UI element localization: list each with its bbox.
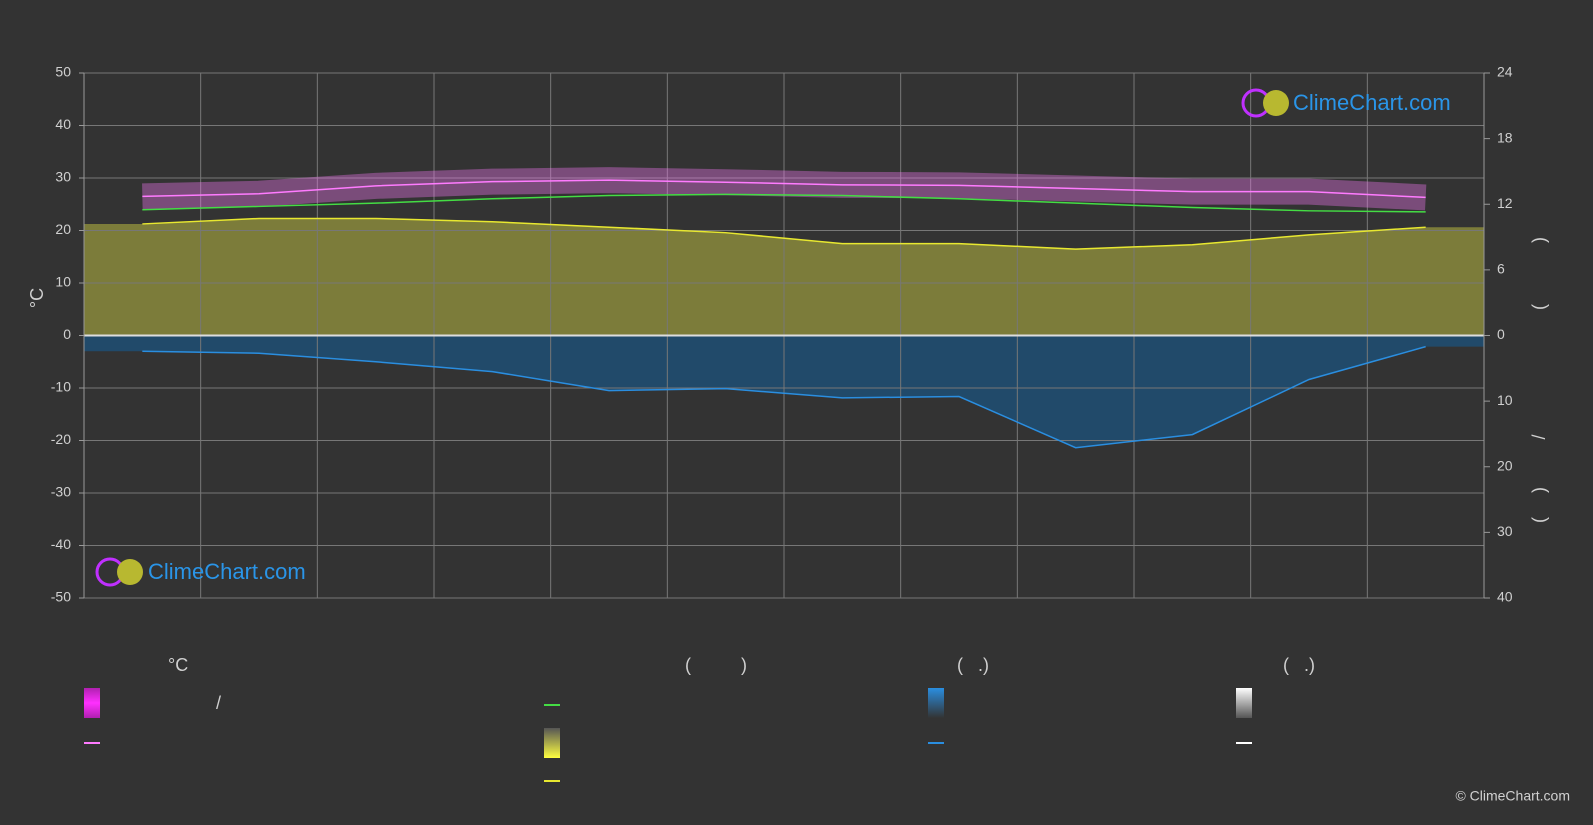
y2-axis-label: ) — [1529, 237, 1549, 243]
y-tick-label: 50 — [55, 64, 71, 80]
y-tick-label: 10 — [55, 274, 71, 290]
y-tick-label: -10 — [51, 379, 71, 395]
y2-tick-label: 12 — [1497, 195, 1513, 211]
line — [142, 193, 1426, 213]
y-tick-label: 20 — [55, 221, 71, 237]
y2-axis-label: ( — [1529, 304, 1549, 310]
y2-tick-label: 0 — [1497, 326, 1505, 342]
y2-axis-label: ) — [1529, 487, 1549, 493]
legend-swatch — [84, 688, 100, 718]
logo-top: ClimeChart.com — [1241, 88, 1451, 118]
y-tick-label: -20 — [51, 431, 71, 447]
logo-bottom: ClimeChart.com — [95, 557, 306, 587]
legend-header: ( .) — [1283, 655, 1315, 675]
line — [142, 345, 1426, 449]
legend-text: / — [216, 693, 221, 713]
y2-tick-label: 24 — [1497, 64, 1513, 80]
y-axis-label: °C — [27, 288, 47, 308]
y-tick-label: 40 — [55, 116, 71, 132]
y-tick-label: -30 — [51, 484, 71, 500]
legend-header: ( .) — [957, 655, 989, 675]
y2-tick-label: 6 — [1497, 261, 1505, 277]
legend-swatch — [928, 688, 944, 718]
copyright: © ClimeChart.com — [1455, 788, 1570, 804]
logo-text: ClimeChart.com — [1293, 90, 1451, 115]
y2-tick-label: 40 — [1497, 589, 1513, 605]
legend-swatch — [1236, 688, 1252, 718]
y-tick-label: 0 — [63, 326, 71, 342]
y2-tick-label: 30 — [1497, 523, 1513, 539]
y2-tick-label: 20 — [1497, 457, 1513, 473]
y-tick-label: 30 — [55, 169, 71, 185]
legend-header: °C — [168, 655, 188, 675]
y2-axis-label: ( — [1529, 517, 1549, 523]
line — [142, 179, 1426, 199]
y-tick-label: -40 — [51, 536, 71, 552]
y2-tick-label: 10 — [1497, 392, 1513, 408]
y2-tick-label: 18 — [1497, 129, 1513, 145]
legend: °C ( ) ( .) ( .) / — [84, 655, 1315, 782]
legend-swatch — [544, 728, 560, 758]
y2-axis-label: / — [1529, 434, 1549, 439]
line — [142, 217, 1426, 250]
plot-area: -50 -40 -30 -20 -10 0 10 20 30 40 50 0 6 12 18 24 10 20 30… — [51, 64, 1549, 605]
y-tick-label: -50 — [51, 589, 71, 605]
legend-header: ( ) — [685, 655, 747, 675]
logo-text: ClimeChart.com — [148, 559, 306, 584]
